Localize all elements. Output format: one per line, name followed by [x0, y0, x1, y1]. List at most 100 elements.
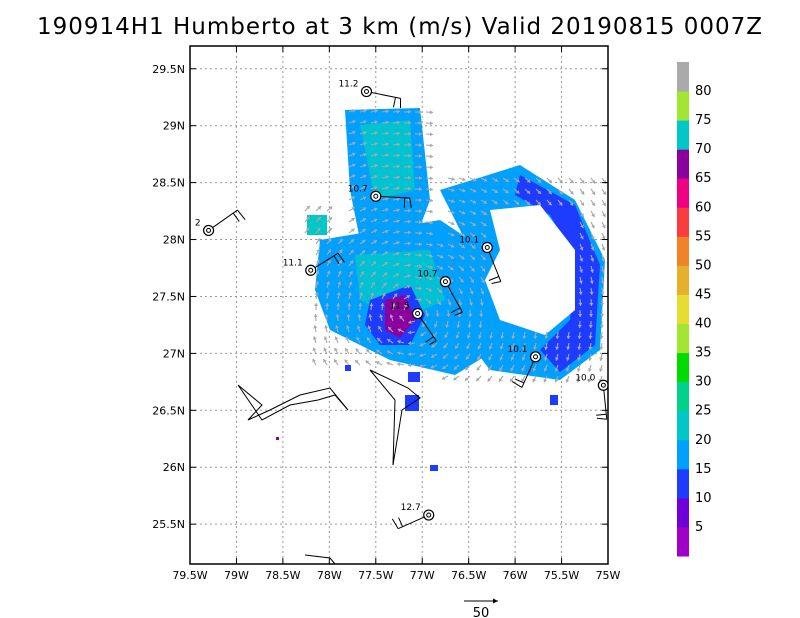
- colorbar-segment: [677, 265, 689, 295]
- plot-frame: [189, 45, 609, 565]
- colorbar-label: 25: [695, 404, 712, 419]
- wind-vector-head: [579, 246, 584, 251]
- wind-vector-head: [476, 366, 481, 371]
- wind-vector-head: [396, 219, 400, 224]
- chart-title: 190914H1 Humberto at 3 km (m/s) Valid 20…: [36, 14, 764, 40]
- x-axis-ticks: 79.5W 79W 78.5W 78W 77.5W 77W 76.5W 76W 75.5W 75W: [172, 46, 621, 582]
- wind-vector-head: [479, 302, 484, 306]
- x-tick-label: 78W: [317, 569, 342, 582]
- wind-vector-head: [429, 132, 433, 137]
- wind-vector-head: [601, 224, 606, 229]
- y-axis-ticks: 29.5N 29N 28.5N 28N 27.5N 27N 26.5N 26N 25.5N: [152, 63, 608, 531]
- colorbar-label: 55: [695, 229, 712, 244]
- wind-vector-head: [317, 227, 321, 232]
- wind-vector-head: [548, 201, 552, 206]
- y-tick-label: 26.5N: [152, 404, 185, 417]
- wind-vector-head: [419, 364, 423, 368]
- wind-vector-head: [481, 279, 485, 284]
- wind-vector-head: [352, 108, 356, 113]
- wind-vector-head: [418, 187, 422, 192]
- wind-vector-head: [396, 164, 400, 169]
- wind-vector-head: [328, 206, 333, 210]
- wind-vector-head: [407, 109, 411, 114]
- wind-vector-head: [565, 378, 570, 383]
- wind-vector-head: [385, 131, 389, 136]
- wind-vector-head: [445, 324, 450, 328]
- wind-vector-head: [326, 270, 331, 275]
- wind-vector-head: [351, 207, 355, 211]
- wind-vector-head: [499, 356, 504, 361]
- colorbar-segment: [677, 526, 689, 557]
- wind-vector-head: [385, 120, 389, 125]
- wind-vector-head: [385, 164, 389, 169]
- wind-vector-head: [429, 198, 433, 203]
- wind-vector-head: [570, 179, 574, 184]
- wind-vector-head: [373, 240, 377, 244]
- wind-vector-head: [451, 221, 455, 226]
- wind-vector-head: [336, 292, 341, 296]
- colorbar-segment: [677, 439, 689, 470]
- wind-vector-head: [351, 185, 356, 189]
- colorbar-label: 5: [695, 520, 703, 535]
- wind-vector-head: [369, 303, 374, 307]
- wind-vector-head: [397, 351, 401, 356]
- wind-vector-head: [577, 335, 582, 339]
- wind-vector-head: [521, 367, 526, 372]
- wind-vector-head: [494, 189, 498, 193]
- wind-vector-head: [591, 191, 596, 195]
- wind-vector-head: [348, 281, 353, 286]
- wind-vector-head: [385, 186, 389, 190]
- wind-vector-head: [396, 131, 400, 136]
- wind-vector-head: [460, 255, 465, 260]
- wind-vector-head: [576, 379, 581, 383]
- wind-vector-head: [374, 174, 378, 179]
- wind-vector-head: [336, 303, 341, 307]
- wind-vector-head: [591, 224, 595, 229]
- wind-vector-head: [477, 356, 481, 361]
- wind-vector-head: [363, 152, 367, 157]
- wind-vector-head: [403, 303, 408, 308]
- station-marker: [481, 241, 493, 254]
- colorbar-segment: [677, 236, 689, 266]
- station-marker: [439, 276, 452, 288]
- station-label: 10.7: [348, 184, 368, 194]
- wind-vector-head: [494, 200, 498, 205]
- y-tick-label: 27N: [163, 347, 185, 360]
- wind-vector-head: [460, 267, 465, 271]
- station-label: 10.1: [459, 236, 479, 246]
- wind-vector-head: [566, 335, 571, 339]
- wind-vector-head: [591, 213, 595, 218]
- station-marker: [370, 190, 382, 202]
- wind-vector-head: [468, 313, 473, 317]
- station-marker: [305, 264, 317, 276]
- wind-vector-head: [406, 295, 410, 299]
- wind-vector-head: [338, 249, 343, 254]
- wind-vector-head: [457, 313, 462, 317]
- shading-void: [485, 205, 575, 335]
- wind-vector-head: [576, 368, 581, 372]
- wind-vector-head: [435, 313, 440, 317]
- wind-vector-head: [599, 368, 603, 372]
- wind-vector-head: [408, 330, 412, 335]
- wind-vector-head: [589, 302, 594, 306]
- wind-vector-head: [324, 314, 329, 318]
- reference-vector-label: 50: [473, 606, 490, 618]
- wind-vector-head: [469, 302, 473, 306]
- wind-vector-head: [418, 132, 422, 137]
- wind-vector-head: [408, 363, 412, 368]
- wind-vector-head: [352, 130, 356, 135]
- wind-vector-head: [438, 289, 443, 293]
- wind-vector-head: [591, 179, 596, 184]
- wind-vector-head: [396, 197, 400, 202]
- y-tick-label: 25.5N: [152, 518, 185, 531]
- wind-vector-head: [450, 255, 455, 259]
- wind-vector-head: [510, 346, 515, 350]
- colorbar-label: 80: [695, 84, 712, 99]
- wind-vector-head: [453, 376, 457, 381]
- wind-vector-head: [444, 334, 448, 339]
- wind-vector-head: [384, 251, 389, 255]
- wind-vector-head: [407, 175, 411, 180]
- colorbar-label: 35: [695, 346, 712, 361]
- wind-barb-flag: [398, 517, 404, 527]
- colorbar: 5 10 15 20 25 30 35 40 45 50 55 60 65 70 75 80: [677, 62, 712, 557]
